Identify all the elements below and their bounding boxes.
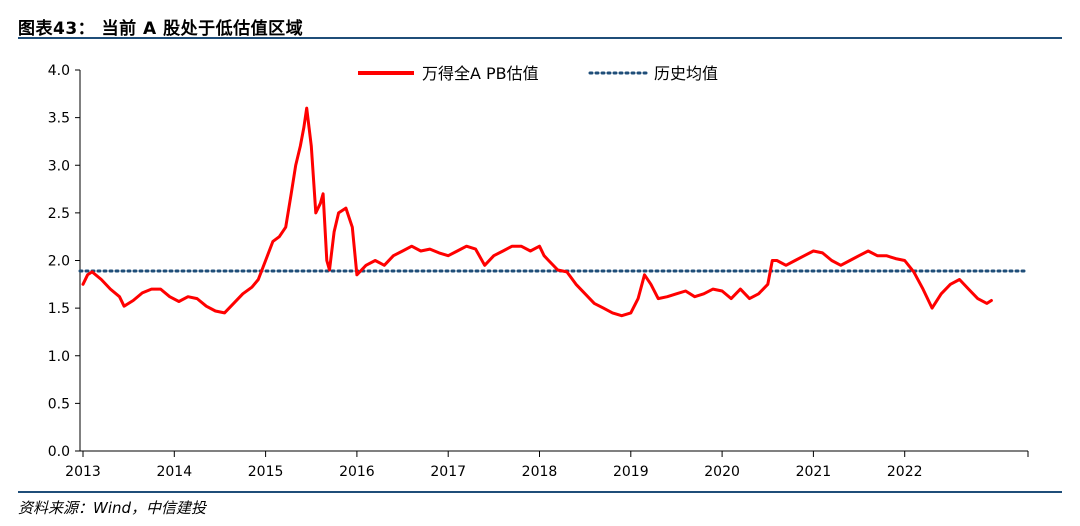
top-rule	[18, 37, 1062, 39]
legend-label-main: 万得全A PB估值	[422, 64, 539, 83]
x-tick-label: 2019	[613, 464, 649, 480]
x-tick-label: 2017	[430, 464, 466, 480]
y-tick-label: 3.0	[48, 158, 70, 174]
axes	[79, 70, 1028, 452]
x-tick-label: 2021	[796, 464, 832, 480]
x-tick-label: 2013	[65, 464, 101, 480]
y-tick-label: 3.5	[48, 111, 70, 127]
x-tick-label: 2022	[887, 464, 923, 480]
legend: 万得全A PB估值 历史均值	[358, 64, 718, 83]
legend-label-avg: 历史均值	[654, 64, 718, 83]
y-tick-labels: 0.0 0.5 1.0 1.5 2.0 2.5 3.0 3.5 4.0	[48, 63, 80, 460]
series-line-pb-valuation	[81, 106, 993, 318]
y-tick-label: 4.0	[48, 63, 70, 79]
y-tick-label: 1.5	[48, 301, 70, 317]
x-tick-label: 2015	[248, 464, 284, 480]
y-tick-label: 0.0	[48, 444, 70, 460]
series-group	[78, 106, 1030, 318]
y-tick-label: 0.5	[48, 396, 70, 412]
x-tick-label: 2018	[522, 464, 558, 480]
x-tick-label: 2014	[156, 464, 192, 480]
bottom-rule	[18, 491, 1062, 493]
y-tick-label: 2.0	[48, 254, 70, 270]
x-tick-label: 2016	[339, 464, 375, 480]
x-tick-labels: 2013 2014 2015 2016 2017 2018 2019 2020 2021 2022	[65, 451, 1029, 480]
chart-title: 图表43： 当前 A 股处于低估值区域	[18, 19, 304, 39]
source-note: 资料来源：Wind，中信建投	[18, 499, 207, 517]
x-tick-label: 2020	[704, 464, 740, 480]
title-bar: 图表43： 当前 A 股处于低估值区域	[18, 8, 1062, 40]
y-tick-label: 2.5	[48, 206, 70, 222]
y-tick-label: 1.0	[48, 349, 70, 365]
